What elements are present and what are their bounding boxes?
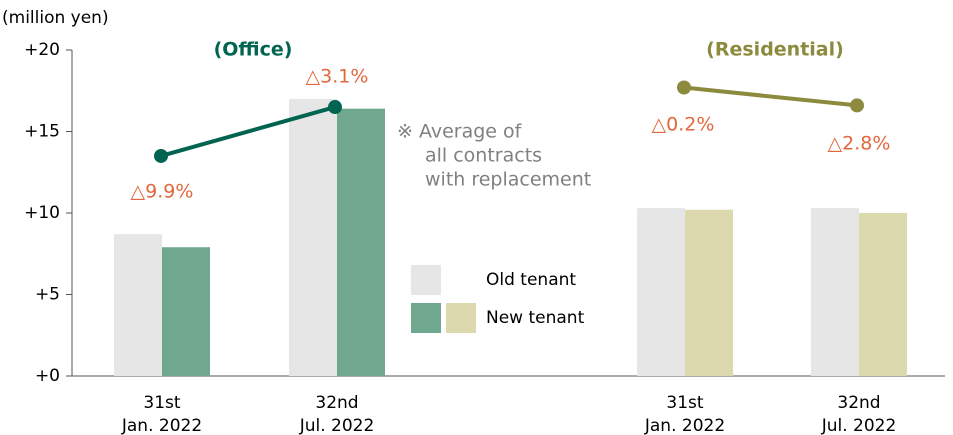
x-tick-label: Jul. 2022	[821, 416, 897, 435]
y-tick-label: +10	[24, 203, 60, 223]
x-tick-label: 31st	[666, 393, 703, 413]
note: ※ Average of	[397, 121, 523, 143]
group-title: (Office)	[214, 39, 293, 61]
y-tick-label: +15	[24, 122, 60, 142]
legend-label: New tenant	[486, 308, 585, 328]
average-line	[160, 105, 336, 158]
y-tick-label: +0	[35, 366, 60, 386]
bar	[162, 247, 210, 376]
note: all contracts	[425, 145, 542, 167]
average-point	[328, 100, 342, 115]
unit-label: (million yen)	[2, 8, 109, 28]
bar	[859, 213, 907, 376]
change-label: △2.8%	[828, 133, 891, 155]
average-line	[683, 85, 858, 108]
change-label: △9.9%	[131, 181, 194, 203]
x-tick-label: 32nd	[315, 393, 358, 413]
average-point	[677, 80, 691, 95]
average-point	[154, 148, 168, 163]
legend-swatch	[411, 265, 441, 295]
y-tick-label: +20	[24, 40, 60, 60]
bar	[337, 108, 385, 377]
average-point	[850, 98, 864, 113]
y-tick-label: +5	[35, 285, 60, 305]
bar	[637, 208, 685, 376]
group-title: (Residential)	[706, 39, 844, 61]
bar	[289, 98, 337, 377]
legend-label: Old tenant	[486, 270, 576, 290]
bar	[114, 234, 162, 376]
x-tick-label: 32nd	[837, 393, 880, 413]
note: with replacement	[425, 169, 591, 191]
bar	[685, 209, 733, 376]
legend-swatch	[446, 303, 476, 333]
change-label: △3.1%	[306, 66, 369, 88]
bar	[811, 208, 859, 376]
x-tick-label: Jan. 2022	[121, 416, 202, 435]
x-tick-label: 31st	[143, 393, 180, 413]
x-tick-label: Jan. 2022	[644, 416, 725, 435]
change-label: △0.2%	[652, 114, 715, 136]
x-tick-label: Jul. 2022	[299, 416, 375, 435]
legend-swatch	[411, 303, 441, 333]
